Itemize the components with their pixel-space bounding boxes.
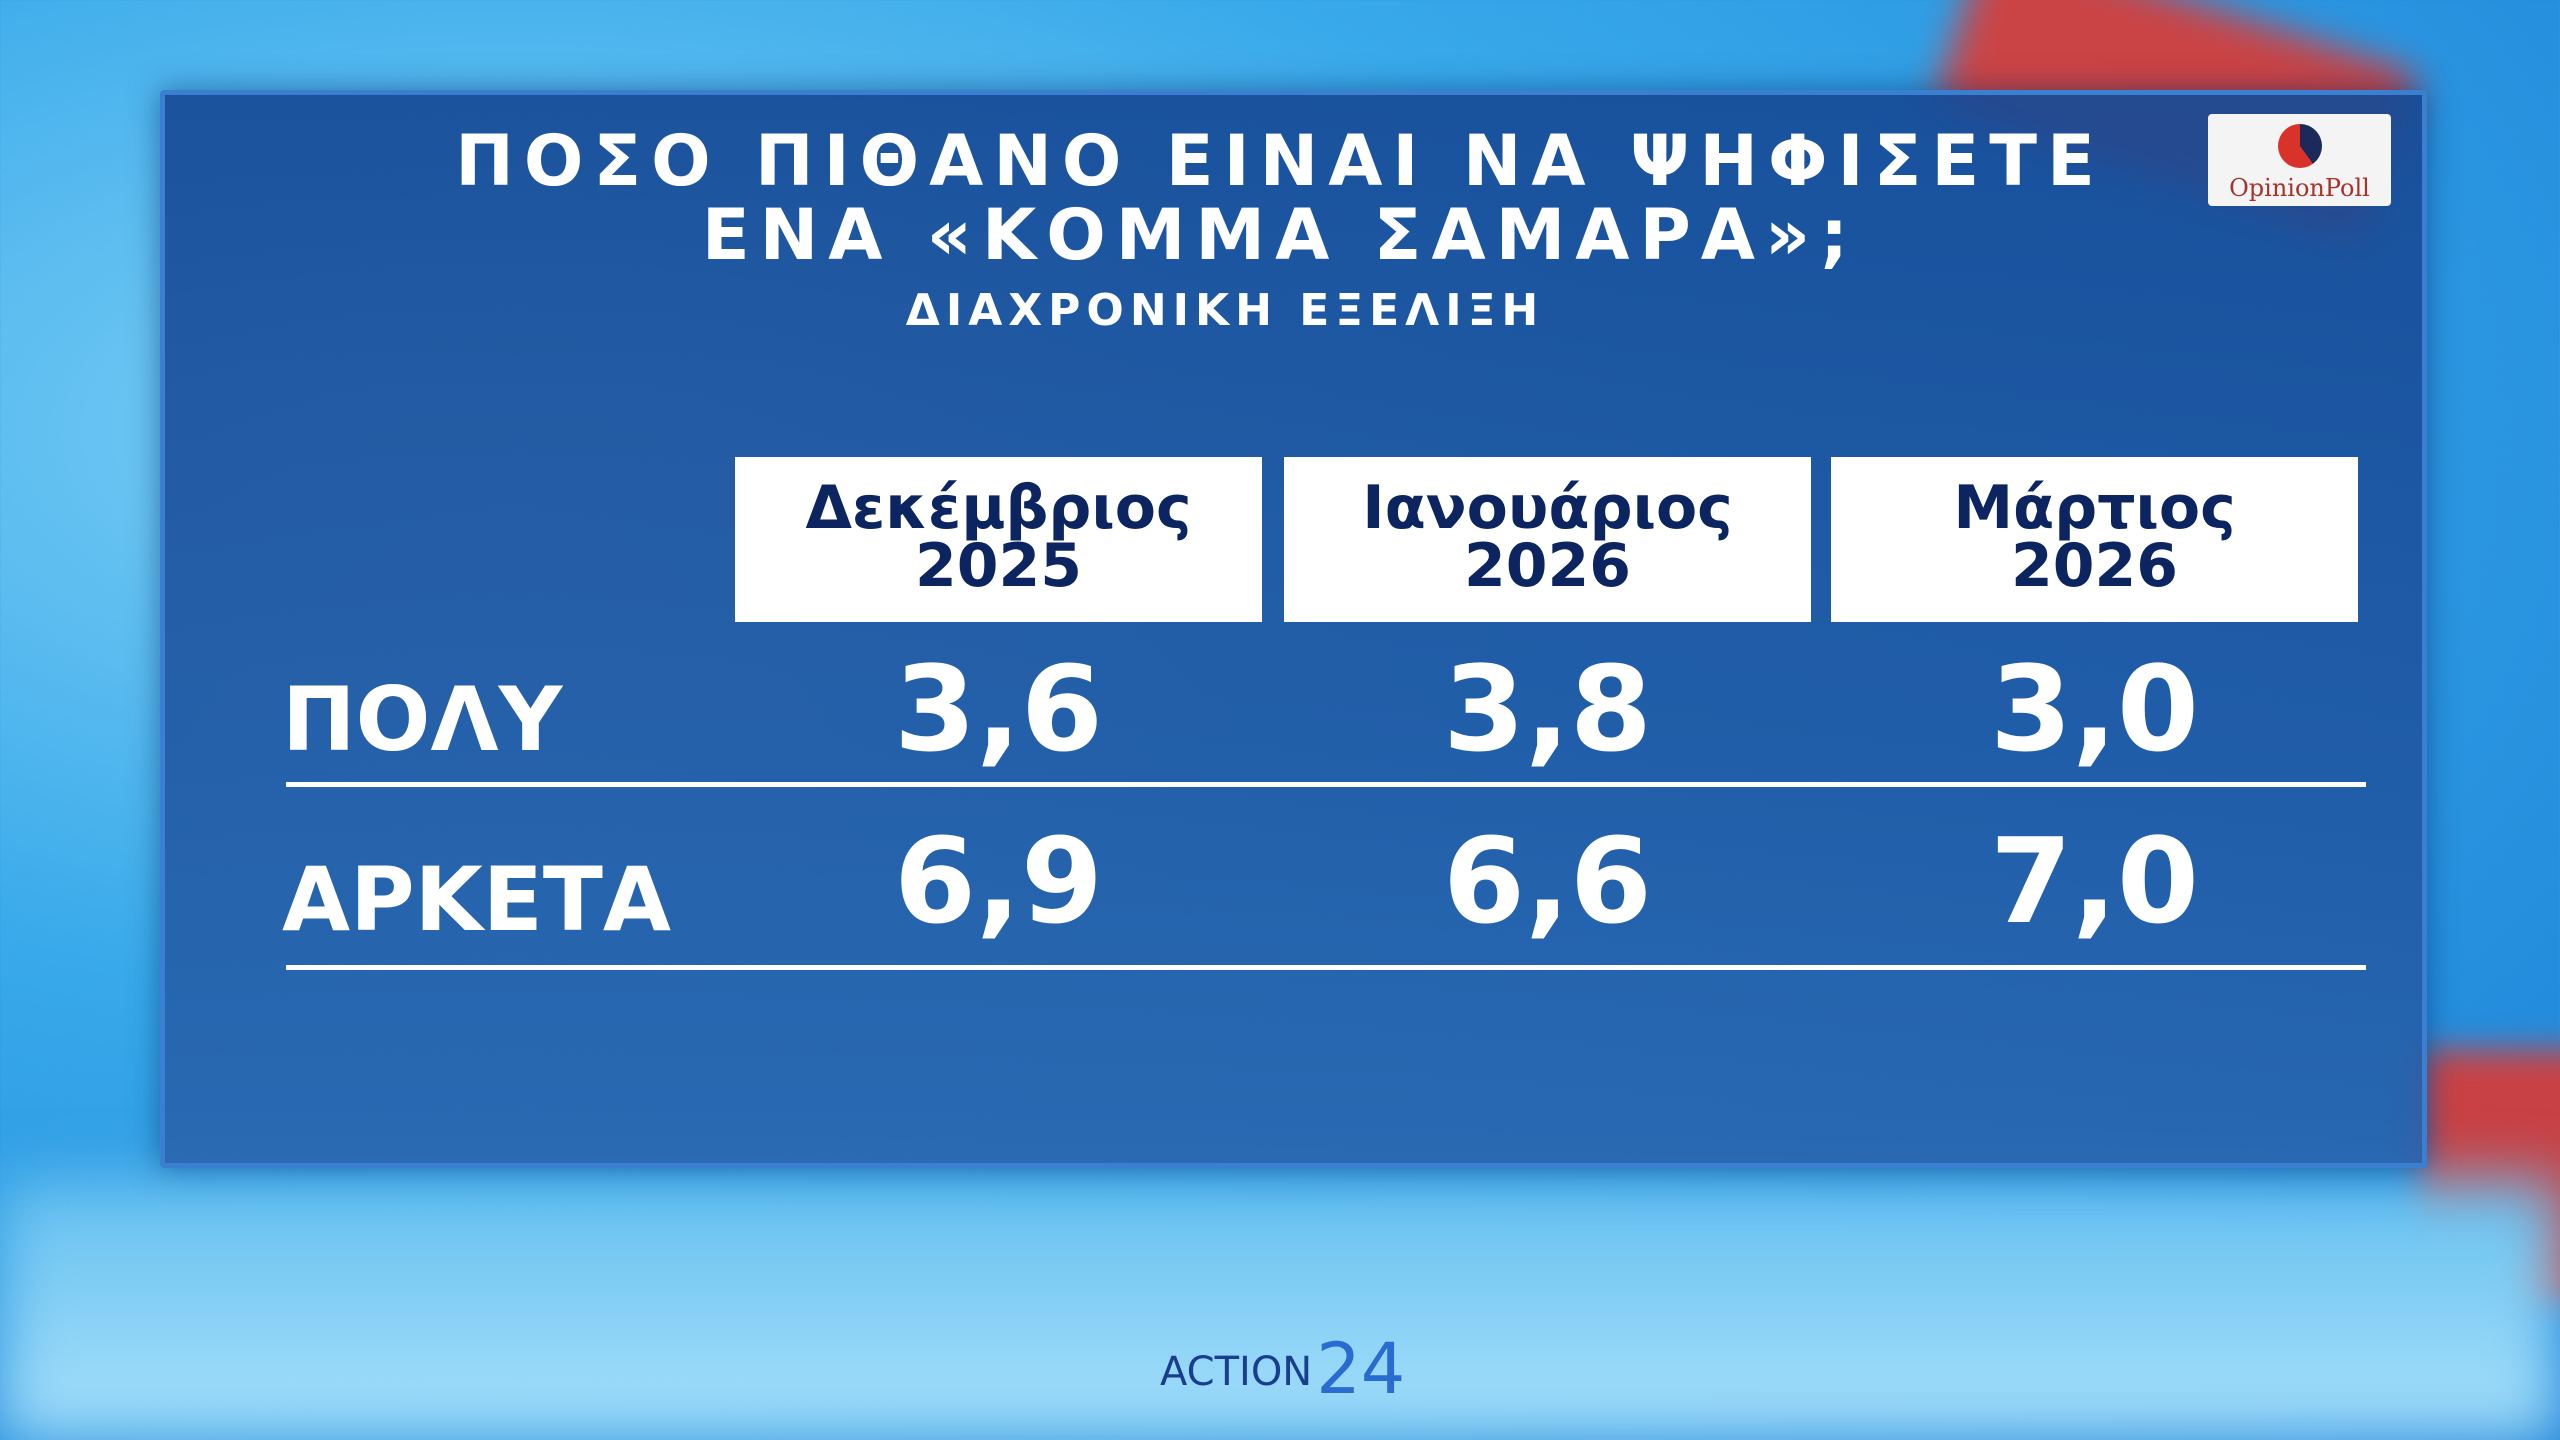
background-shape xyxy=(0,1180,2560,1440)
brand-number: 24 xyxy=(1316,1328,1406,1410)
logo-text: OpinionPoll xyxy=(2229,174,2370,202)
cell-value: 6,6 xyxy=(1442,812,1653,950)
logo: OpinionPoll xyxy=(2208,114,2391,206)
row-label: ΠΟΛΥ xyxy=(282,668,563,771)
cell-value: 3,8 xyxy=(1442,640,1653,778)
row-label: ΑΡΚΕΤΑ xyxy=(282,848,672,951)
column-header: Δεκέμβριος 2025 xyxy=(735,457,1262,622)
column-year: 2026 xyxy=(1464,531,1631,601)
column-month: Μάρτιος xyxy=(1953,473,2236,543)
brand: ACTION xyxy=(1160,1349,1313,1395)
row-divider xyxy=(286,782,2366,787)
cell-value: 3,0 xyxy=(1989,640,2200,778)
column-header: Ιανουάριος 2026 xyxy=(1284,457,1811,622)
row-divider xyxy=(286,965,2366,970)
column-month: Δεκέμβριος xyxy=(805,473,1192,543)
column-year: 2025 xyxy=(915,531,1082,601)
cell-value: 7,0 xyxy=(1989,812,2200,950)
title-line: ΕΝΑ «ΚΟΜΜΑ ΣΑΜΑΡΑ»; xyxy=(701,194,1859,276)
panel xyxy=(160,90,2427,1168)
logo-icon xyxy=(2278,124,2322,168)
cell-value: 6,9 xyxy=(893,812,1104,950)
column-header: Μάρτιος 2026 xyxy=(1831,457,2358,622)
footer-logo: ACTION24 xyxy=(1160,1320,1405,1410)
column-year: 2026 xyxy=(2011,531,2178,601)
subtitle: ΔΙΑΧΡΟΝΙΚΗ ΕΞΕΛΙΞΗ xyxy=(905,285,1545,336)
column-month: Ιανουάριος xyxy=(1362,473,1733,543)
cell-value: 3,6 xyxy=(893,640,1104,778)
title-line: ΠΟΣΟ ΠΙΘΑΝΟ ΕΙΝΑΙ ΝΑ ΨΗΦΙΣΕΤΕ xyxy=(455,120,2105,202)
